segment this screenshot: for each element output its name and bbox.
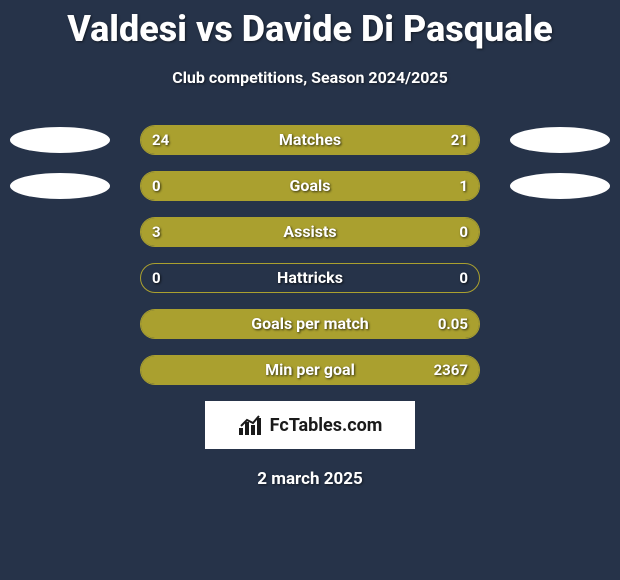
player-left-marker [10, 127, 110, 153]
bar-chart-icon [238, 414, 264, 436]
stat-row-hattricks: 0 Hattricks 0 [140, 263, 480, 293]
stat-label: Matches [140, 125, 480, 155]
stat-right-value: 0 [459, 217, 468, 247]
stat-row-min-per-goal: Min per goal 2367 [140, 355, 480, 385]
stat-label: Goals [140, 171, 480, 201]
stat-right-value: 2367 [434, 355, 468, 385]
fctables-logo: FcTables.com [205, 401, 415, 449]
player-left-marker-2 [10, 173, 110, 199]
stat-label: Assists [140, 217, 480, 247]
player-right-marker [510, 127, 610, 153]
stat-row-goals: 0 Goals 1 [140, 171, 480, 201]
stat-label: Min per goal [140, 355, 480, 385]
stat-right-value: 0 [459, 263, 468, 293]
stat-label: Goals per match [140, 309, 480, 339]
stat-right-value: 0.05 [438, 309, 468, 339]
stat-row-assists: 3 Assists 0 [140, 217, 480, 247]
player-right-marker-2 [510, 173, 610, 199]
stat-label: Hattricks [140, 263, 480, 293]
comparison-chart: 24 Matches 21 0 Goals 1 3 Assists 0 0 Ha… [0, 125, 620, 385]
page-title: Valdesi vs Davide Di Pasquale [0, 0, 620, 50]
stat-right-value: 21 [451, 125, 468, 155]
date-text: 2 march 2025 [0, 469, 620, 489]
logo-text: FcTables.com [270, 415, 383, 436]
stat-row-matches: 24 Matches 21 [140, 125, 480, 155]
subtitle: Club competitions, Season 2024/2025 [0, 68, 620, 87]
stat-right-value: 1 [459, 171, 468, 201]
stat-row-goals-per-match: Goals per match 0.05 [140, 309, 480, 339]
